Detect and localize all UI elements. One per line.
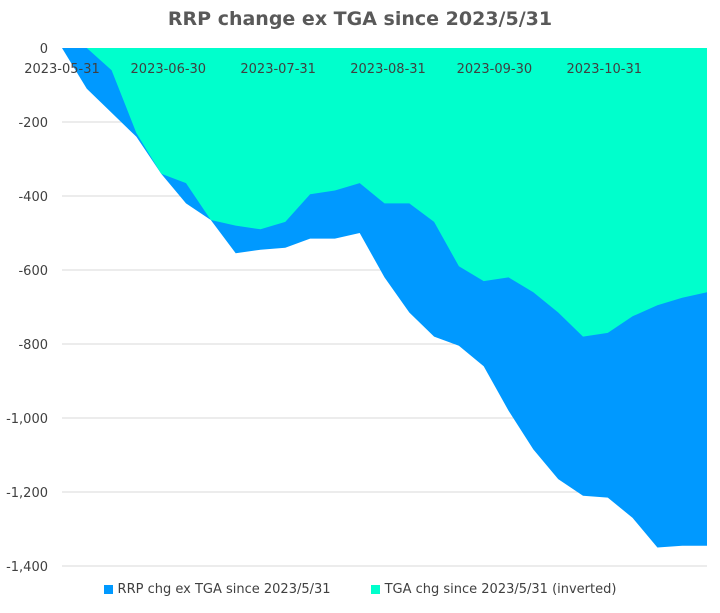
series-area-tga bbox=[62, 48, 707, 337]
y-tick-label: -1,000 bbox=[6, 412, 48, 427]
legend: RRP chg ex TGA since 2023/5/31 TGA chg s… bbox=[0, 582, 720, 597]
y-tick-label: -1,400 bbox=[6, 560, 48, 575]
y-tick-label: -200 bbox=[18, 116, 48, 131]
x-tick-label: 2023-08-31 bbox=[350, 62, 426, 77]
x-tick-label: 2023-10-31 bbox=[566, 62, 642, 77]
y-tick-label: -1,200 bbox=[6, 486, 48, 501]
y-tick-label: -800 bbox=[18, 338, 48, 353]
x-tick-label: 2023-06-30 bbox=[131, 62, 207, 77]
x-tick-label: 2023-07-31 bbox=[240, 62, 316, 77]
legend-swatch-tga bbox=[370, 585, 380, 594]
legend-swatch-rrp bbox=[103, 585, 113, 594]
x-axis-ticks: 2023-05-31 2023-06-30 2023-07-31 2023-08-31… bbox=[24, 62, 642, 77]
legend-label-rrp: RRP chg ex TGA since 2023/5/31 bbox=[117, 582, 331, 597]
x-tick-label: 2023-05-31 bbox=[24, 62, 100, 77]
series-areas bbox=[62, 48, 707, 548]
y-axis-ticks: 0 -200 -400 -600 -800 -1,000 -1,200 -1,400 bbox=[6, 42, 48, 575]
legend-item-tga: TGA chg since 2023/5/31 (inverted) bbox=[370, 582, 617, 597]
y-tick-label: 0 bbox=[40, 42, 48, 57]
legend-label-tga: TGA chg since 2023/5/31 (inverted) bbox=[384, 582, 617, 597]
legend-item-rrp: RRP chg ex TGA since 2023/5/31 bbox=[103, 582, 331, 597]
chart-title: RRP change ex TGA since 2023/5/31 bbox=[167, 8, 553, 30]
x-tick-label: 2023-09-30 bbox=[457, 62, 533, 77]
y-tick-label: -600 bbox=[18, 264, 48, 279]
y-tick-label: -400 bbox=[18, 190, 48, 205]
